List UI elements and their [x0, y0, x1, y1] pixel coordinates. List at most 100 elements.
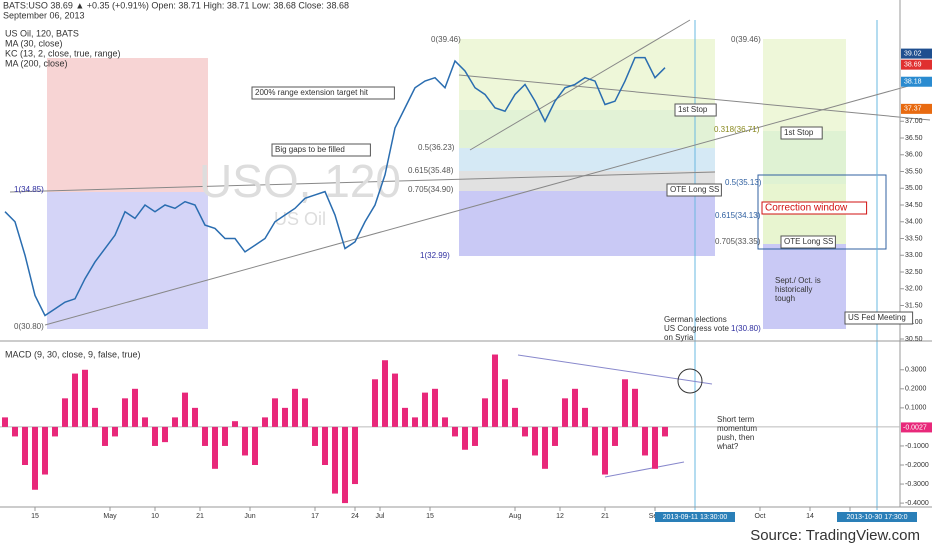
y-tick-label: 0.3000 — [905, 367, 927, 374]
annotation: 0.615(34.13) — [715, 211, 761, 220]
date-badge — [837, 512, 917, 522]
macd-bar — [42, 426, 48, 475]
macd-bar — [262, 417, 268, 427]
macd-bar — [182, 392, 188, 427]
price-badge-label: 39.02 — [904, 50, 922, 57]
macd-bar — [412, 417, 418, 427]
y-tick-label: -0.3000 — [905, 481, 929, 488]
macd-bar — [582, 407, 588, 427]
macd-bar — [242, 426, 248, 456]
y-tick-label: 31.00 — [905, 319, 923, 326]
macd-bar — [442, 417, 448, 427]
x-tick-label: Oct — [755, 513, 766, 520]
annotation: 0.705(33.35) — [715, 237, 761, 246]
y-tick-label: 37.00 — [905, 118, 923, 125]
macd-bar — [432, 388, 438, 427]
macd-bar — [112, 426, 118, 437]
macd-bar — [292, 388, 298, 427]
annotation: 0.318(36.71) — [714, 125, 760, 134]
annotation: historically — [775, 285, 812, 294]
fib-zone — [459, 110, 715, 148]
annotation: OTE Long SS — [670, 185, 719, 194]
annotation-box — [780, 126, 823, 140]
annotation: 200% range extension target hit — [255, 88, 369, 97]
macd-bar — [602, 426, 608, 475]
date-badge — [655, 512, 735, 522]
annotation: Short term — [717, 415, 755, 424]
annotation: 1st Stop — [784, 128, 814, 137]
macd-bar — [502, 379, 508, 427]
macd-bar — [322, 426, 328, 465]
annotation: Sept./ Oct. is — [775, 276, 821, 285]
annotation: 0(30.80) — [14, 322, 44, 331]
flag-circle — [677, 368, 703, 394]
range-box-red — [47, 58, 208, 192]
macd-bar — [102, 426, 108, 446]
price-badge-label: 38.69 — [904, 61, 922, 68]
fib-zone — [459, 171, 715, 191]
macd-bar — [372, 379, 378, 427]
x-tick-label: Jun — [244, 513, 255, 520]
macd-bar — [202, 426, 208, 446]
price-badge — [901, 48, 932, 59]
symbol-line: BATS:USO 38.69 ▲ +0.35 (+0.91%) Open: 38… — [3, 0, 349, 10]
annotation: 0.5(35.13) — [725, 178, 762, 187]
price-badge-label: 37.37 — [904, 106, 922, 113]
fib-zone — [459, 191, 715, 256]
macd-bar — [12, 426, 18, 437]
macd-bar — [402, 407, 408, 427]
macd-bar — [192, 407, 198, 427]
price-badge-label: 38.18 — [904, 79, 922, 86]
y-tick-label: 0.1000 — [905, 405, 927, 412]
y-tick-label: 33.00 — [905, 252, 923, 259]
macd-bar — [542, 426, 548, 469]
annotation: 1(32.99) — [420, 251, 450, 260]
macd-bar — [592, 426, 598, 456]
range-box-blue — [47, 192, 208, 329]
macd-bar — [312, 426, 318, 446]
y-tick-label: 35.50 — [905, 168, 923, 175]
price-badge — [901, 76, 932, 87]
macd-bar — [492, 354, 498, 427]
annotation: 0.705(34.90) — [408, 185, 454, 194]
source: Source: TradingView.com — [750, 527, 920, 544]
macd-bar — [612, 426, 618, 446]
macd-bar — [212, 426, 218, 469]
annotation: tough — [775, 294, 795, 303]
x-tick-label: 12 — [556, 513, 564, 520]
pane-title: MACD (9, 30, close, 9, false, true) — [5, 349, 141, 359]
macd-bar — [552, 426, 558, 446]
annotation: push, then — [717, 433, 754, 442]
fib-zone — [459, 39, 715, 110]
x-tick-label: 15 — [426, 513, 434, 520]
y-tick-label: -0.2000 — [905, 462, 929, 469]
macd-bar — [72, 373, 78, 427]
macd-bar — [642, 426, 648, 456]
x-tick-label: 14 — [806, 513, 814, 520]
macd-bar — [522, 426, 528, 437]
annotation: 1(34.85) — [14, 185, 44, 194]
macd-bar — [632, 388, 638, 427]
annotation: OTE Long SS — [784, 237, 833, 246]
trend-line — [604, 461, 685, 478]
date-badge-label: 2013-10-30 17:30:0 — [846, 514, 907, 521]
macd-bar — [482, 398, 488, 427]
y-tick-label: 33.50 — [905, 235, 923, 242]
x-tick-label: 15 — [31, 513, 39, 520]
watermark: USO, 120 — [199, 155, 401, 207]
annotation: Big gaps to be filled — [275, 145, 345, 154]
correction-box — [757, 174, 887, 250]
y-tick-label: 36.00 — [905, 152, 923, 159]
x-tick-label: 17 — [311, 513, 319, 520]
date-badge-label: 2013-09-11 13:30:00 — [663, 514, 728, 521]
macd-bar — [272, 398, 278, 427]
macd-bar — [2, 417, 8, 427]
study-label: MA (30, close) — [5, 38, 63, 48]
x-tick-label: Jul — [376, 513, 385, 520]
annotation-box — [666, 183, 722, 197]
y-tick-label: 32.50 — [905, 269, 923, 276]
macd-bar — [62, 398, 68, 427]
trend-line — [9, 171, 716, 193]
annotation-box — [761, 201, 868, 215]
